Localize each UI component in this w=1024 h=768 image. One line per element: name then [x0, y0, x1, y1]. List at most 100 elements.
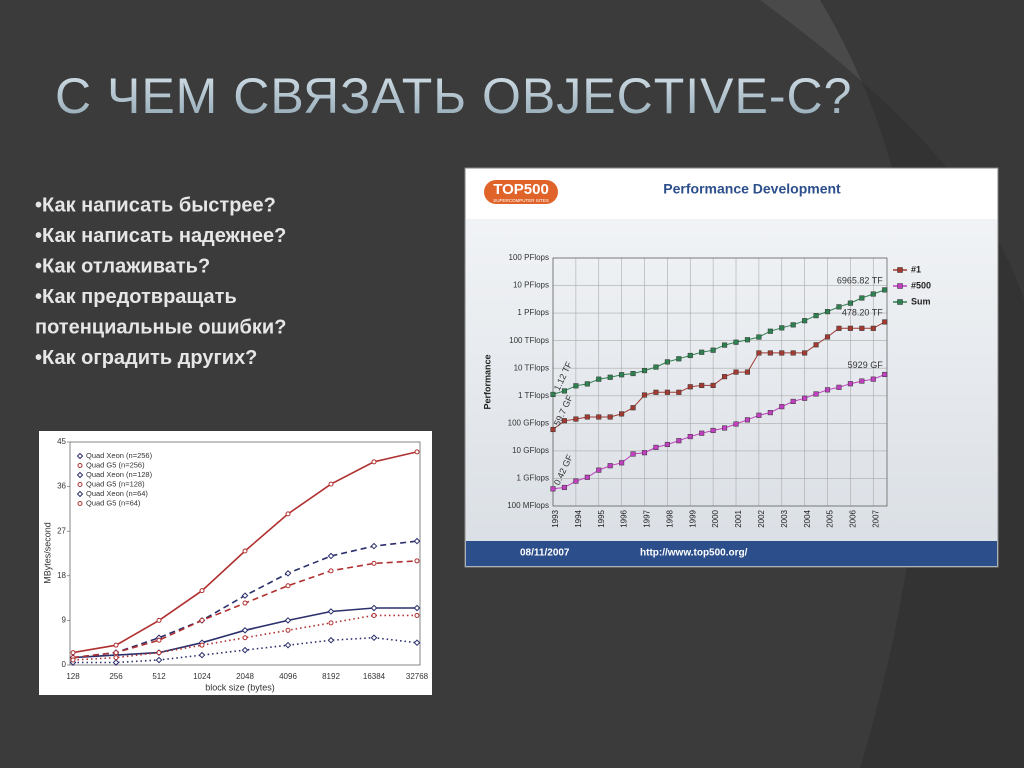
marker: [790, 322, 796, 328]
x-tick-label: 1995: [597, 509, 606, 527]
x-tick-label: 128: [66, 672, 80, 681]
marker: [561, 484, 567, 491]
marker: [413, 604, 421, 612]
marker: [199, 617, 205, 623]
marker: [699, 382, 705, 388]
legend-marker: [77, 501, 83, 506]
marker: [824, 309, 831, 315]
marker: [687, 384, 693, 390]
legend-marker: [76, 471, 84, 479]
marker: [641, 368, 648, 374]
x-tick-label: 32768: [406, 672, 429, 681]
marker: [242, 635, 248, 641]
marker: [676, 356, 682, 362]
marker: [155, 656, 163, 664]
bullet: •Как отлаживать?: [35, 255, 210, 277]
marker: [676, 389, 682, 395]
y-tick-label: 10 PFlops: [513, 281, 549, 290]
y-tick-label: 36: [57, 482, 66, 491]
marker: [653, 389, 659, 395]
marker: [847, 325, 853, 331]
x-tick-label: 2007: [871, 509, 880, 527]
marker: [112, 659, 120, 666]
marker: [836, 384, 842, 390]
marker: [710, 427, 716, 434]
marker: [607, 374, 613, 380]
marker: [70, 650, 76, 656]
footer-url: http://www.top500.org/: [640, 548, 748, 559]
data-label: 478.20 TF: [842, 307, 883, 317]
marker: [607, 414, 613, 420]
x-tick-label: 16384: [363, 672, 386, 681]
marker: [779, 350, 785, 356]
marker: [573, 416, 579, 422]
marker: [767, 350, 773, 356]
marker: [767, 328, 773, 334]
marker: [641, 450, 648, 456]
marker: [744, 417, 751, 423]
plot-frame: [69, 441, 421, 666]
marker: [710, 382, 716, 388]
marker: [241, 646, 249, 654]
legend-label: #1: [911, 264, 921, 274]
footer-date: 08/11/2007: [520, 548, 570, 559]
y-tick-label: 1 TFlops: [518, 391, 549, 400]
legend-label: #500: [911, 280, 931, 290]
marker: [370, 542, 378, 550]
marker: [584, 381, 590, 387]
bullet-list: •Как написать быстрее? •Как написать наде…: [35, 194, 286, 369]
marker: [699, 430, 705, 436]
legend-marker: [897, 283, 903, 289]
logo-sub: SUPERCOMPUTER SITES: [493, 198, 549, 203]
marker: [790, 350, 796, 356]
y-tick-label: 100 GFlops: [508, 418, 549, 427]
y-axis-label: MBytes/second: [42, 522, 52, 584]
marker: [371, 560, 377, 566]
x-tick-label: 256: [109, 672, 123, 681]
marker: [414, 449, 420, 455]
marker: [733, 369, 739, 375]
x-tick-label: 1997: [643, 509, 652, 527]
marker: [198, 651, 206, 659]
marker: [722, 342, 728, 348]
marker: [284, 570, 292, 577]
legend-marker: [897, 299, 903, 305]
marker: [371, 459, 377, 465]
x-tick-label: 1999: [688, 509, 697, 527]
marker: [744, 337, 751, 343]
legend-label: Quad Xeon (n=128): [86, 470, 153, 479]
bullet: •Как написать надежнее?: [35, 225, 286, 247]
x-tick-label: 1998: [665, 509, 674, 527]
marker: [242, 548, 248, 554]
marker: [676, 438, 682, 444]
marker: [413, 639, 421, 647]
bullet: •Как написать быстрее?: [35, 194, 276, 216]
marker: [327, 552, 335, 560]
marker: [550, 426, 556, 433]
y-tick-label: 100 TFlops: [509, 336, 549, 345]
legend-label: Quad G5 (n=64): [86, 498, 141, 507]
marker: [156, 617, 162, 623]
legend-marker: [77, 463, 83, 468]
marker: [328, 620, 334, 626]
marker: [284, 641, 292, 649]
marker: [630, 371, 636, 377]
y-tick-label: 100 PFlops: [509, 253, 549, 262]
plot-frame: [552, 257, 888, 507]
bullet: •Как оградить других?: [35, 347, 257, 369]
marker: [641, 392, 648, 398]
marker: [285, 511, 291, 517]
data-label: 6965.82 TF: [837, 275, 883, 285]
marker: [870, 291, 876, 297]
legend-marker: [76, 490, 84, 498]
marker: [619, 411, 625, 417]
marker: [584, 474, 590, 480]
y-tick-label: 10 TFlops: [514, 363, 549, 372]
marker: [722, 374, 728, 380]
marker: [859, 378, 865, 384]
marker: [561, 418, 567, 424]
marker: [733, 421, 739, 427]
x-axis-label: block size (bytes): [205, 682, 275, 692]
marker: [285, 583, 291, 589]
